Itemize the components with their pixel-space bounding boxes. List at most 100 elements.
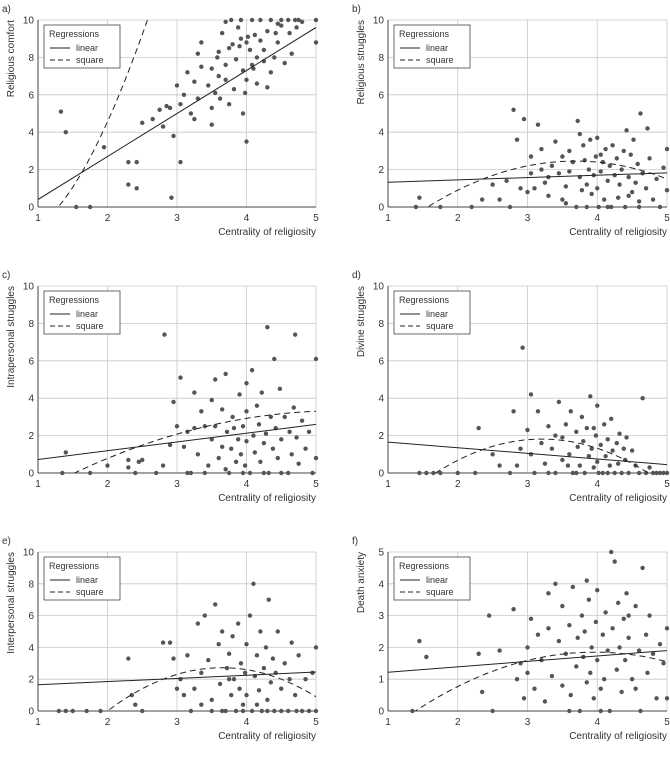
data-point (628, 152, 633, 157)
data-point (223, 19, 228, 25)
legend-box (43, 556, 121, 601)
data-point (582, 629, 587, 634)
data-point (87, 204, 93, 210)
data-point (235, 25, 241, 30)
data-point (244, 409, 249, 414)
data-point (603, 146, 608, 152)
data-point (643, 632, 649, 637)
data-point (602, 677, 607, 682)
data-point (575, 444, 580, 450)
data-point (263, 645, 269, 650)
data-point (619, 689, 624, 695)
data-point (195, 452, 201, 457)
data-point (664, 470, 670, 476)
data-point (664, 187, 670, 193)
y-axis-label: Death anxiety (356, 552, 367, 613)
data-point (235, 621, 241, 626)
data-point (565, 463, 571, 468)
y-tick-label: 10 (23, 282, 35, 293)
data-point (607, 163, 613, 169)
data-point (153, 470, 159, 476)
data-point (268, 70, 274, 75)
data-point (217, 96, 223, 101)
data-point (525, 645, 530, 650)
data-point (610, 448, 615, 453)
data-point (238, 36, 244, 41)
data-point (223, 371, 228, 377)
data-point (223, 77, 228, 83)
data-point (178, 159, 183, 165)
data-point (63, 708, 68, 714)
y-tick-label: 6 (28, 611, 34, 622)
data-point (603, 610, 608, 615)
data-point (657, 470, 663, 476)
data-point (431, 470, 436, 476)
data-point (600, 632, 606, 637)
data-point (560, 683, 565, 688)
data-point (247, 47, 253, 53)
data-point (206, 657, 211, 663)
x-axis-label: Centrality of religiosity (218, 227, 316, 238)
regression-line-square (57, 20, 148, 207)
data-point (289, 51, 294, 56)
x-tick-label: 5 (664, 479, 670, 490)
data-point (525, 189, 530, 195)
data-point (577, 131, 583, 137)
data-point (213, 602, 218, 607)
data-point (216, 49, 221, 54)
data-point (636, 199, 642, 204)
data-point (244, 139, 249, 144)
data-point (584, 425, 589, 431)
data-point (199, 409, 204, 414)
data-point (575, 118, 580, 124)
data-point (235, 437, 241, 442)
data-point (313, 708, 319, 714)
data-point (244, 692, 249, 698)
data-point (226, 101, 232, 107)
panel-label: b) (352, 4, 361, 15)
data-point (586, 597, 592, 602)
data-point (586, 167, 592, 172)
data-point (654, 470, 659, 476)
data-point (528, 392, 534, 397)
data-point (199, 64, 204, 69)
data-point (244, 439, 249, 444)
data-point (574, 429, 579, 435)
data-point (479, 197, 485, 202)
data-point (275, 455, 280, 461)
data-point (178, 375, 183, 380)
data-point (206, 83, 211, 88)
data-point (237, 392, 242, 397)
data-point (219, 407, 225, 412)
data-point (226, 470, 232, 476)
x-tick-label: 1 (385, 479, 391, 490)
data-point (591, 465, 596, 470)
data-point (265, 324, 270, 330)
data-point (472, 470, 478, 476)
data-point (167, 105, 173, 111)
data-point (237, 686, 242, 691)
data-point (126, 159, 131, 165)
data-point (650, 470, 656, 476)
data-point (126, 465, 131, 470)
y-tick-label: 8 (28, 319, 34, 330)
data-point (567, 708, 572, 714)
data-point (574, 664, 579, 669)
data-point (622, 657, 628, 663)
data-point (546, 470, 551, 476)
data-point (249, 708, 255, 714)
data-point (640, 565, 645, 571)
data-point (591, 696, 596, 701)
y-tick-label: 10 (373, 282, 385, 293)
data-point (181, 92, 187, 98)
data-point (633, 603, 638, 609)
data-point (254, 55, 260, 60)
data-point (520, 345, 525, 350)
legend-entry-linear: linear (426, 43, 448, 53)
data-point (598, 686, 603, 691)
data-point (532, 186, 537, 191)
y-axis-label: Divine struggles (356, 286, 367, 357)
regression-line-square (414, 651, 667, 711)
data-point (254, 702, 260, 707)
y-tick-label: 0 (28, 203, 34, 214)
